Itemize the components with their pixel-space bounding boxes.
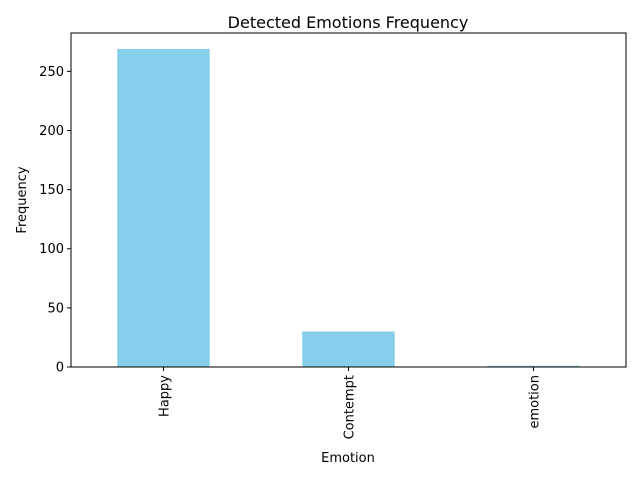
y-tick-label: 0 bbox=[56, 361, 64, 376]
bar-happy bbox=[117, 48, 210, 368]
bars-group bbox=[117, 48, 580, 368]
x-axis: Happy Contempt emotion bbox=[158, 367, 543, 439]
bar-contempt bbox=[302, 331, 395, 367]
x-tick-label: Happy bbox=[158, 375, 173, 417]
y-tick-label: 250 bbox=[39, 65, 64, 80]
y-axis: 0 50 100 150 200 250 bbox=[39, 65, 71, 376]
chart-title: Detected Emotions Frequency bbox=[228, 13, 469, 32]
y-tick-label: 50 bbox=[47, 301, 64, 316]
y-tick-label: 200 bbox=[39, 124, 64, 139]
y-tick-label: 100 bbox=[39, 242, 64, 257]
plot-frame bbox=[70, 32, 627, 368]
y-axis-label: Frequency bbox=[15, 166, 30, 233]
x-axis-label: Emotion bbox=[321, 451, 375, 466]
x-tick-label: Contempt bbox=[343, 375, 358, 439]
x-tick-label: emotion bbox=[528, 375, 543, 429]
y-tick-label: 150 bbox=[39, 183, 64, 198]
bar-emotion bbox=[487, 365, 580, 367]
